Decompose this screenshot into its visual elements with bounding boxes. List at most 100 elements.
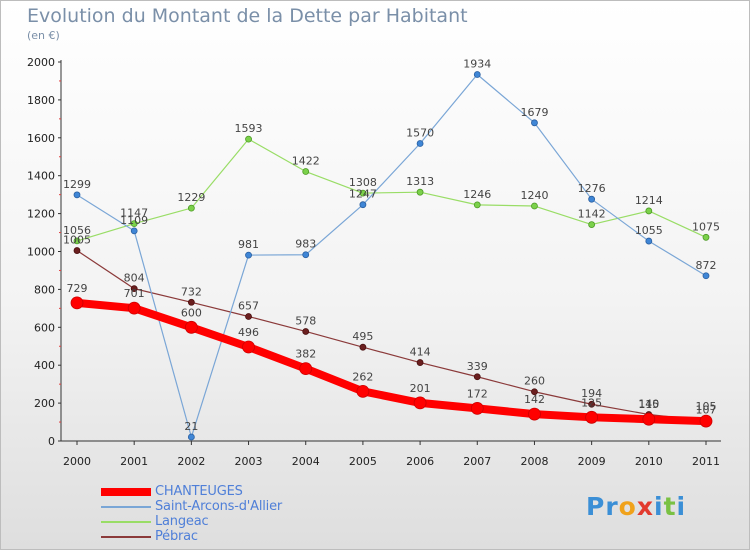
legend-label-langeac: Langeac <box>155 514 209 529</box>
data-point-pebrac <box>531 388 538 396</box>
data-label-chanteuges: 382 <box>295 348 316 361</box>
legend-item-chanteuges: CHANTEUGES <box>101 484 401 500</box>
data-point-pebrac <box>473 373 481 381</box>
data-label-pebrac: 107 <box>696 404 717 417</box>
series-line-saint-arcons <box>76 73 707 438</box>
data-point-saint-arcons <box>531 119 538 127</box>
y-tick-label: 400 <box>34 359 55 372</box>
data-label-langeac: 1240 <box>520 189 548 202</box>
data-label-chanteuges: 262 <box>352 370 373 383</box>
x-tick-label: 2007 <box>463 455 491 468</box>
data-label-saint-arcons: 1247 <box>349 188 377 201</box>
data-point-saint-arcons <box>187 433 195 441</box>
data-label-saint-arcons: 1299 <box>63 178 91 191</box>
data-point-chanteuges <box>242 340 255 354</box>
legend-label-saint-arcons: Saint-Arcons-d'Allier <box>155 499 283 514</box>
legend-label-chanteuges: CHANTEUGES <box>155 484 243 499</box>
data-point-saint-arcons <box>130 227 138 235</box>
axes: 0 200 400 600 800 1000 1200 1400 1600 1800 2000 200… <box>27 56 721 468</box>
data-point-chanteuges <box>70 296 84 310</box>
x-tick-label: 2010 <box>635 455 663 468</box>
x-tick-label: 2004 <box>292 455 320 468</box>
legend-item-pebrac: Pébrac <box>101 529 401 545</box>
y-tick-label: 1200 <box>27 208 55 221</box>
data-label-langeac: 1246 <box>463 188 491 201</box>
data-label-langeac: 1214 <box>635 194 663 207</box>
data-point-langeac <box>245 135 252 143</box>
data-label-saint-arcons: 1276 <box>578 182 606 195</box>
y-tick-label: 2000 <box>27 56 55 69</box>
data-point-chanteuges <box>699 414 713 428</box>
data-label-chanteuges: 496 <box>238 326 259 339</box>
data-point-langeac <box>702 233 710 241</box>
data-label-langeac: 1229 <box>177 191 205 204</box>
data-point-pebrac <box>588 400 596 408</box>
y-tick-label: 1600 <box>27 132 55 145</box>
data-label-langeac: 1313 <box>406 175 434 188</box>
y-tick-label: 600 <box>34 321 55 334</box>
data-point-chanteuges <box>585 410 599 424</box>
data-label-langeac: 1142 <box>578 208 606 221</box>
data-point-pebrac <box>359 343 367 351</box>
data-point-saint-arcons <box>588 195 596 203</box>
data-point-pebrac <box>73 247 81 254</box>
chart-title: Evolution du Montant de la Dette par Hab… <box>27 5 468 27</box>
data-point-pebrac <box>302 328 310 335</box>
y-tick-label: 1400 <box>27 170 55 183</box>
data-label-saint-arcons: 1055 <box>635 224 663 237</box>
y-tick-label: 0 <box>48 435 55 448</box>
x-tick-label: 2005 <box>349 455 377 468</box>
data-label-chanteuges: 729 <box>67 282 88 295</box>
data-point-saint-arcons <box>245 251 252 259</box>
data-label-pebrac: 495 <box>352 330 373 343</box>
data-point-saint-arcons <box>645 237 653 245</box>
data-label-pebrac: 578 <box>295 314 316 327</box>
x-tick-label: 2001 <box>120 455 148 468</box>
data-point-pebrac <box>130 285 138 293</box>
data-point-chanteuges <box>642 412 656 426</box>
data-label-saint-arcons: 872 <box>696 259 717 272</box>
data-point-saint-arcons <box>702 272 710 280</box>
series-line-pebrac <box>76 249 707 422</box>
data-label-langeac: 1593 <box>235 122 263 135</box>
data-point-saint-arcons <box>473 71 481 78</box>
y-tick-label: 800 <box>34 283 55 296</box>
x-tick-label: 2002 <box>177 455 205 468</box>
data-label-saint-arcons: 1679 <box>520 106 548 119</box>
data-point-langeac <box>473 201 481 209</box>
data-label-chanteuges: 600 <box>181 306 202 319</box>
data-point-chanteuges <box>356 384 370 398</box>
series-line-chanteuges <box>73 298 710 426</box>
data-label-langeac: 1422 <box>292 155 320 168</box>
y-tick-label: 1000 <box>27 246 55 259</box>
legend-swatch-chanteuges <box>101 488 151 496</box>
data-label-pebrac: 1005 <box>63 234 91 247</box>
data-point-langeac <box>531 202 538 210</box>
data-label-pebrac: 414 <box>410 346 431 359</box>
data-point-langeac <box>187 204 195 212</box>
data-label-pebrac: 804 <box>124 272 145 285</box>
data-point-langeac <box>73 237 81 245</box>
legend: CHANTEUGES Saint-Arcons-d'Allier Langeac… <box>101 484 401 545</box>
data-label-langeac: 1075 <box>692 220 720 233</box>
data-point-chanteuges <box>528 407 541 421</box>
data-label-chanteuges: 105 <box>696 400 717 413</box>
data-point-chanteuges <box>299 362 313 376</box>
data-label-pebrac: 339 <box>467 360 488 373</box>
legend-swatch-saint-arcons <box>101 506 151 508</box>
y-tick-label: 1800 <box>27 94 55 107</box>
data-point-saint-arcons <box>416 140 424 147</box>
data-point-chanteuges <box>470 402 484 415</box>
data-point-chanteuges <box>127 301 141 315</box>
series-line-langeac <box>76 138 707 242</box>
data-point-langeac <box>130 220 138 228</box>
x-tick-label: 2006 <box>406 455 434 468</box>
data-label-langeac: 1147 <box>120 207 148 220</box>
x-tick-label: 2000 <box>63 455 91 468</box>
data-point-langeac <box>645 207 653 215</box>
x-tick-label: 2008 <box>520 455 548 468</box>
proxiti-logo: Proxiti <box>586 492 687 521</box>
data-label-chanteuges: 172 <box>467 387 488 400</box>
